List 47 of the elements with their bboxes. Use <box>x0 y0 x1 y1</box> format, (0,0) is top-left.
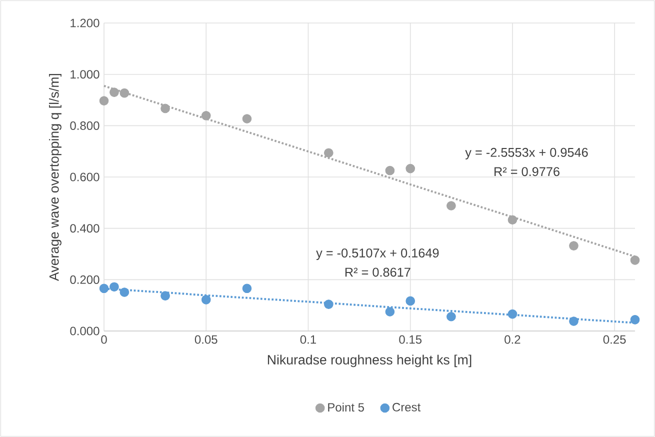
point <box>630 315 640 324</box>
point <box>446 201 456 210</box>
y-tick-label: 0.600 <box>70 172 100 182</box>
point <box>120 288 130 297</box>
y-tick-label: 0.000 <box>70 326 100 336</box>
x-tick-label: 0.15 <box>399 335 422 344</box>
point <box>99 96 109 106</box>
legend-label: Point 5 <box>328 402 364 412</box>
point <box>201 295 211 304</box>
y-tick-label: 0.400 <box>70 224 100 233</box>
x-axis-title: Nikuradse roughness height ks [m] <box>268 354 472 368</box>
point <box>508 309 518 319</box>
point <box>160 104 170 114</box>
point <box>120 88 130 98</box>
point <box>324 148 334 158</box>
point <box>242 284 252 294</box>
point <box>406 296 416 306</box>
point <box>630 255 640 265</box>
point <box>324 300 334 309</box>
point <box>110 88 119 97</box>
y-tick-label: 1.000 <box>70 70 100 79</box>
x-tick-label: 0.25 <box>603 335 626 344</box>
point <box>569 316 578 326</box>
x-tick-label: 0.2 <box>504 335 520 344</box>
point <box>201 110 211 120</box>
legend-label: Crest <box>392 402 421 412</box>
y-tick-label: 1.200 <box>70 18 100 28</box>
annotation: y = -0.5107x + 0.1649 <box>316 248 439 260</box>
annotation: R² = 0.8617 <box>345 268 410 277</box>
point <box>242 114 252 124</box>
annotation: y = -2.5553x + 0.9546 <box>465 148 588 160</box>
x-tick-label: 0.1 <box>300 335 316 344</box>
point <box>569 241 578 250</box>
annotation: R² = 0.9776 <box>494 167 560 176</box>
point <box>385 307 395 316</box>
y-tick-label: 0.200 <box>70 275 100 284</box>
point <box>99 284 109 294</box>
y-axis-title: Average wave overtopping q [l/s/m] <box>49 74 62 281</box>
point <box>406 164 416 174</box>
point <box>110 282 119 292</box>
x-tick-label: 0 <box>101 335 107 344</box>
x-tick-label: 0.05 <box>194 335 218 344</box>
point <box>446 312 456 322</box>
point <box>508 215 518 225</box>
point <box>160 291 170 301</box>
y-tick-label: 0.800 <box>70 121 100 130</box>
point <box>385 166 395 176</box>
